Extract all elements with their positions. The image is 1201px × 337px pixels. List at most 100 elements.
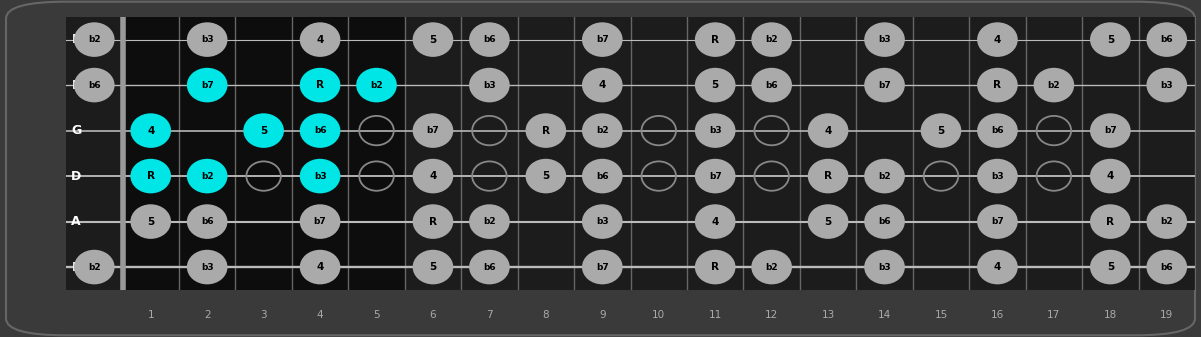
Text: 15: 15 [934,310,948,320]
Text: b2: b2 [765,263,778,272]
Ellipse shape [695,22,735,57]
Text: R: R [1106,217,1115,226]
Text: b6: b6 [201,217,214,226]
Ellipse shape [808,159,848,193]
Ellipse shape [1147,204,1187,239]
Text: b6: b6 [596,172,609,181]
Text: 5: 5 [429,35,437,44]
Text: 5: 5 [259,126,268,135]
Text: b3: b3 [483,81,496,90]
Ellipse shape [582,159,622,193]
Ellipse shape [413,250,453,284]
Bar [123,17,405,290]
Text: b2: b2 [1160,217,1173,226]
Text: G: G [71,124,82,137]
Text: 2: 2 [204,310,210,320]
Text: b7: b7 [313,217,327,226]
Text: b6: b6 [991,126,1004,135]
Text: 17: 17 [1047,310,1060,320]
Text: R: R [147,171,155,181]
Text: 5: 5 [374,310,380,320]
Ellipse shape [865,250,904,284]
Text: b2: b2 [370,81,383,90]
Ellipse shape [470,204,509,239]
Ellipse shape [131,204,171,239]
Ellipse shape [865,159,904,193]
Text: b6: b6 [1160,35,1173,44]
Ellipse shape [187,68,227,102]
Ellipse shape [413,113,453,148]
Text: 7: 7 [486,310,492,320]
Text: b6: b6 [878,217,891,226]
Text: R: R [542,126,550,135]
Ellipse shape [187,22,227,57]
Text: 12: 12 [765,310,778,320]
Ellipse shape [695,113,735,148]
Ellipse shape [695,68,735,102]
Text: b3: b3 [201,263,214,272]
Text: 3: 3 [261,310,267,320]
Text: 4: 4 [711,217,719,226]
Text: b7: b7 [596,35,609,44]
Ellipse shape [244,113,283,148]
Ellipse shape [187,204,227,239]
Ellipse shape [1147,250,1187,284]
Ellipse shape [1147,22,1187,57]
Text: E: E [72,33,80,46]
Text: b6: b6 [313,126,327,135]
Ellipse shape [695,250,735,284]
Text: 10: 10 [652,310,665,320]
Text: b6: b6 [483,35,496,44]
Text: 4: 4 [316,262,324,272]
Text: b7: b7 [596,263,609,272]
Text: 4: 4 [316,35,324,44]
Ellipse shape [74,68,114,102]
Ellipse shape [300,22,340,57]
Ellipse shape [865,68,904,102]
Ellipse shape [526,113,566,148]
Ellipse shape [131,159,171,193]
Ellipse shape [978,113,1017,148]
Ellipse shape [300,204,340,239]
Ellipse shape [187,250,227,284]
Text: b2: b2 [88,35,101,44]
Text: 5: 5 [147,217,155,226]
Ellipse shape [582,204,622,239]
Text: 5: 5 [1106,35,1115,44]
Text: D: D [71,170,82,183]
Text: 18: 18 [1104,310,1117,320]
Ellipse shape [470,22,509,57]
Ellipse shape [74,250,114,284]
Ellipse shape [470,250,509,284]
Text: b7: b7 [426,126,440,135]
Ellipse shape [300,250,340,284]
Text: 4: 4 [993,35,1002,44]
Text: 6: 6 [430,310,436,320]
Ellipse shape [413,159,453,193]
Text: 8: 8 [543,310,549,320]
Text: 11: 11 [709,310,722,320]
Text: 5: 5 [824,217,832,226]
Text: R: R [711,262,719,272]
Ellipse shape [413,204,453,239]
Ellipse shape [865,204,904,239]
Ellipse shape [131,113,171,148]
Text: b2: b2 [483,217,496,226]
Text: b7: b7 [878,81,891,90]
Ellipse shape [582,22,622,57]
Ellipse shape [582,68,622,102]
Ellipse shape [752,68,791,102]
Text: b7: b7 [709,172,722,181]
Text: 5: 5 [711,80,719,90]
Text: 16: 16 [991,310,1004,320]
Text: b3: b3 [878,35,891,44]
Text: 4: 4 [993,262,1002,272]
Text: 4: 4 [824,126,832,135]
Text: b6: b6 [483,263,496,272]
Ellipse shape [978,204,1017,239]
Ellipse shape [1091,159,1130,193]
Ellipse shape [752,22,791,57]
Text: 14: 14 [878,310,891,320]
Ellipse shape [582,250,622,284]
Text: E: E [72,261,80,274]
